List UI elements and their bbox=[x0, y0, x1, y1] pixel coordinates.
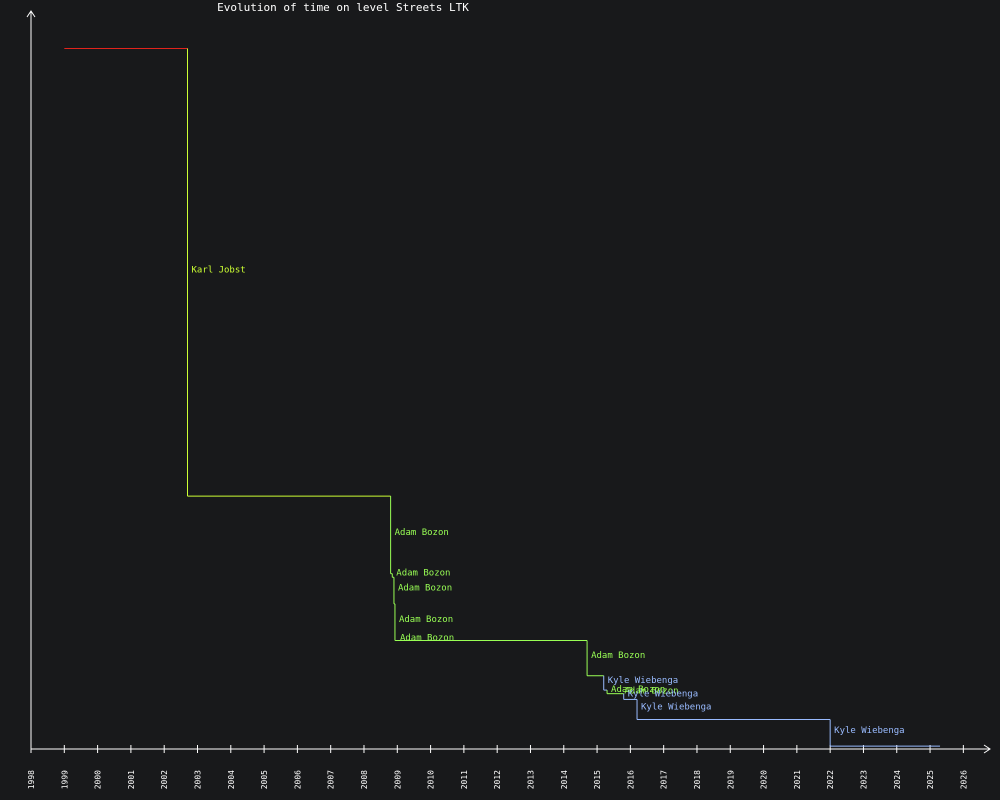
record-holder-label: Kyle Wiebenga bbox=[641, 702, 711, 712]
record-holder-label: Adam Bozon bbox=[399, 615, 453, 625]
x-tick-label: 2002 bbox=[160, 770, 169, 789]
x-tick-label: 1998 bbox=[27, 770, 36, 789]
x-tick-label: 2023 bbox=[859, 770, 868, 789]
record-series bbox=[64, 47, 941, 747]
x-tick-label: 2001 bbox=[127, 770, 136, 789]
record-holder-label: Adam Bozon bbox=[611, 685, 665, 695]
x-tick-label: 2012 bbox=[493, 770, 502, 789]
record-holder-label: Adam Bozon bbox=[624, 687, 678, 697]
x-tick-label: 2003 bbox=[193, 770, 202, 789]
x-tick-label: 2020 bbox=[760, 770, 769, 789]
x-tick-label: 2017 bbox=[660, 770, 669, 789]
record-holder-label: Kyle Wiebenga bbox=[608, 676, 678, 686]
x-tick-label: 2006 bbox=[293, 770, 302, 789]
record-holder-label: Adam Bozon bbox=[396, 568, 450, 578]
record-holder-label: Karl Jobst bbox=[192, 265, 246, 275]
x-tick-label: 2024 bbox=[893, 770, 902, 789]
x-tick-label: 2025 bbox=[926, 770, 935, 789]
x-tick-label: 2004 bbox=[227, 770, 236, 789]
record-holder-label: Adam Bozon bbox=[395, 528, 449, 538]
y-axis-arrow bbox=[26, 10, 36, 18]
record-holder-label: Adam Bozon bbox=[400, 634, 454, 644]
x-tick-label: 1999 bbox=[60, 770, 69, 789]
x-tick-label: 2016 bbox=[626, 770, 635, 789]
x-tick-label: 2013 bbox=[526, 770, 535, 789]
x-ticks: 1998 1999 2000 2001 2002 2003 2004 2005 2006 2007… bbox=[27, 745, 968, 789]
x-tick-label: 2011 bbox=[460, 770, 469, 789]
x-tick-label: 2010 bbox=[427, 770, 436, 789]
x-tick-label: 2022 bbox=[826, 770, 835, 789]
x-tick-label: 2019 bbox=[726, 770, 735, 789]
record-holder-label: Kyle Wiebenga bbox=[834, 726, 904, 736]
x-tick-label: 2008 bbox=[360, 770, 369, 789]
record-holder-label: Kyle Wiebenga bbox=[628, 690, 698, 700]
record-holder-label: Adam Bozon bbox=[591, 651, 645, 661]
x-tick-label: 2021 bbox=[793, 770, 802, 789]
axes bbox=[26, 10, 991, 754]
x-tick-label: 2005 bbox=[260, 770, 269, 789]
record-holder-label: Adam Bozon bbox=[398, 584, 452, 594]
x-tick-label: 2015 bbox=[593, 770, 602, 789]
x-tick-label: 2026 bbox=[959, 770, 968, 789]
x-tick-label: 2007 bbox=[327, 770, 336, 789]
chart-title: Evolution of time on level Streets LTK bbox=[217, 1, 469, 14]
x-axis-arrow bbox=[983, 744, 991, 754]
x-tick-label: 2009 bbox=[393, 770, 402, 789]
x-tick-label: 2018 bbox=[693, 770, 702, 789]
x-tick-label: 2014 bbox=[560, 770, 569, 789]
x-tick-label: 2000 bbox=[94, 770, 103, 789]
